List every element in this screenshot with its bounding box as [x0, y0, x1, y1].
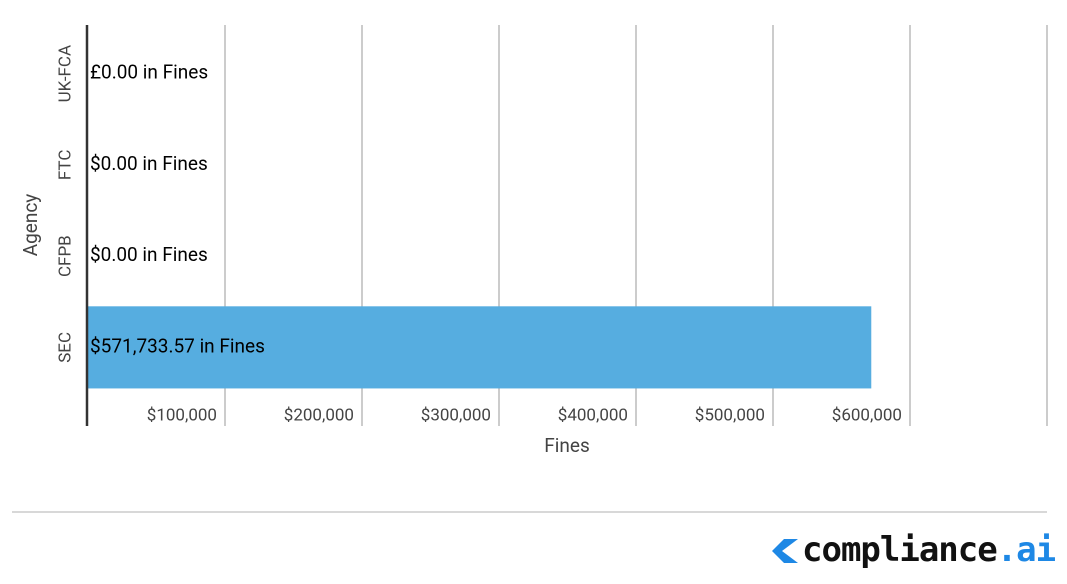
y-tick-label: CFPB	[55, 235, 75, 277]
x-tick-label: $100,000	[147, 405, 217, 425]
x-tick-label: $500,000	[695, 405, 765, 425]
y-tick-label: FTC	[55, 150, 75, 181]
brand-suffix: .ai	[997, 530, 1056, 570]
y-tick-label: UK-FCA	[55, 45, 75, 102]
x-tick-label: $400,000	[558, 405, 628, 425]
logo: compliance.ai	[772, 530, 1057, 570]
brand: compliance	[802, 530, 997, 570]
x-tick-label: $200,000	[284, 405, 354, 425]
y-tick-label: SEC	[55, 332, 75, 363]
value-label: £0.00 in Fines	[90, 61, 208, 84]
value-label: $0.00 in Fines	[90, 243, 208, 266]
x-tick-label: $600,000	[832, 405, 902, 425]
x-axis-label: Fines	[544, 434, 590, 457]
value-label: $571,733.57 in Fines	[90, 334, 265, 357]
x-tick-label: $300,000	[421, 405, 491, 425]
logo-icon	[772, 539, 798, 563]
value-label: $0.00 in Fines	[90, 152, 208, 175]
logo-text: compliance.ai	[802, 530, 1056, 570]
y-axis-label: Agency	[19, 194, 42, 257]
bar	[88, 306, 872, 389]
